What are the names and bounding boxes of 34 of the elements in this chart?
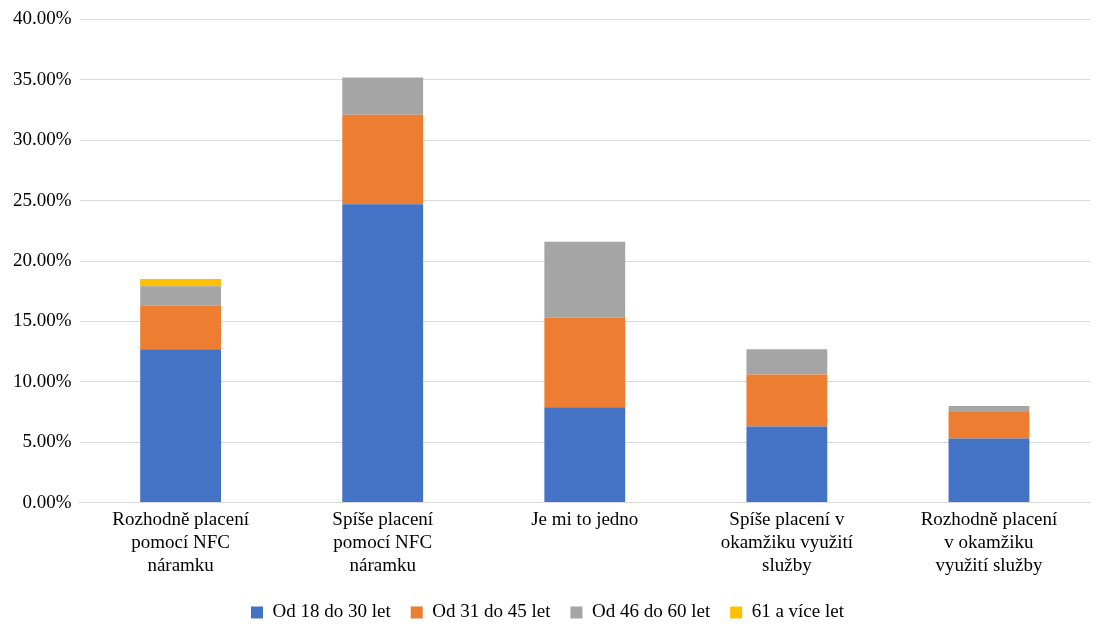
legend-label: 61 a více let (751, 600, 845, 622)
x-tick-label: Je mi to jedno (531, 507, 639, 529)
y-tick-label: 15.00% (13, 309, 72, 331)
bar (140, 286, 222, 306)
bar (342, 204, 424, 503)
bar (746, 426, 828, 503)
bar (948, 405, 1030, 412)
bar (140, 279, 222, 287)
x-tick-label: Spíše placení pomocí NFC náramku (332, 507, 434, 575)
bar (342, 77, 424, 115)
y-tick-label: 30.00% (13, 128, 72, 150)
legend-label: Od 18 do 30 let (272, 600, 392, 622)
bar (140, 349, 222, 503)
bar (948, 438, 1030, 503)
legend-label: Od 31 do 45 let (432, 600, 552, 622)
bar (544, 407, 626, 503)
legend-label: Od 46 do 60 let (591, 600, 711, 622)
y-tick-label: 35.00% (13, 67, 72, 89)
y-tick-label: 40.00% (13, 7, 72, 29)
bar (948, 412, 1030, 439)
x-tick-label: Rozhodně placení v okamžiku využití služby (920, 507, 1058, 575)
bar (544, 317, 626, 408)
y-tick-label: 20.00% (13, 248, 72, 270)
bar (342, 114, 424, 205)
y-tick-label: 5.00% (22, 430, 72, 452)
bar (746, 349, 828, 375)
bar (544, 241, 626, 318)
y-tick-label: 10.00% (13, 369, 72, 391)
x-tick-label: Rozhodně placení pomocí NFC náramku (112, 507, 250, 575)
bar (746, 374, 828, 427)
x-tick-label: Spíše placení v okamžiku využití služby (720, 507, 854, 575)
y-tick-label: 0.00% (22, 490, 72, 512)
bar (140, 305, 222, 350)
y-tick-label: 25.00% (13, 188, 72, 210)
